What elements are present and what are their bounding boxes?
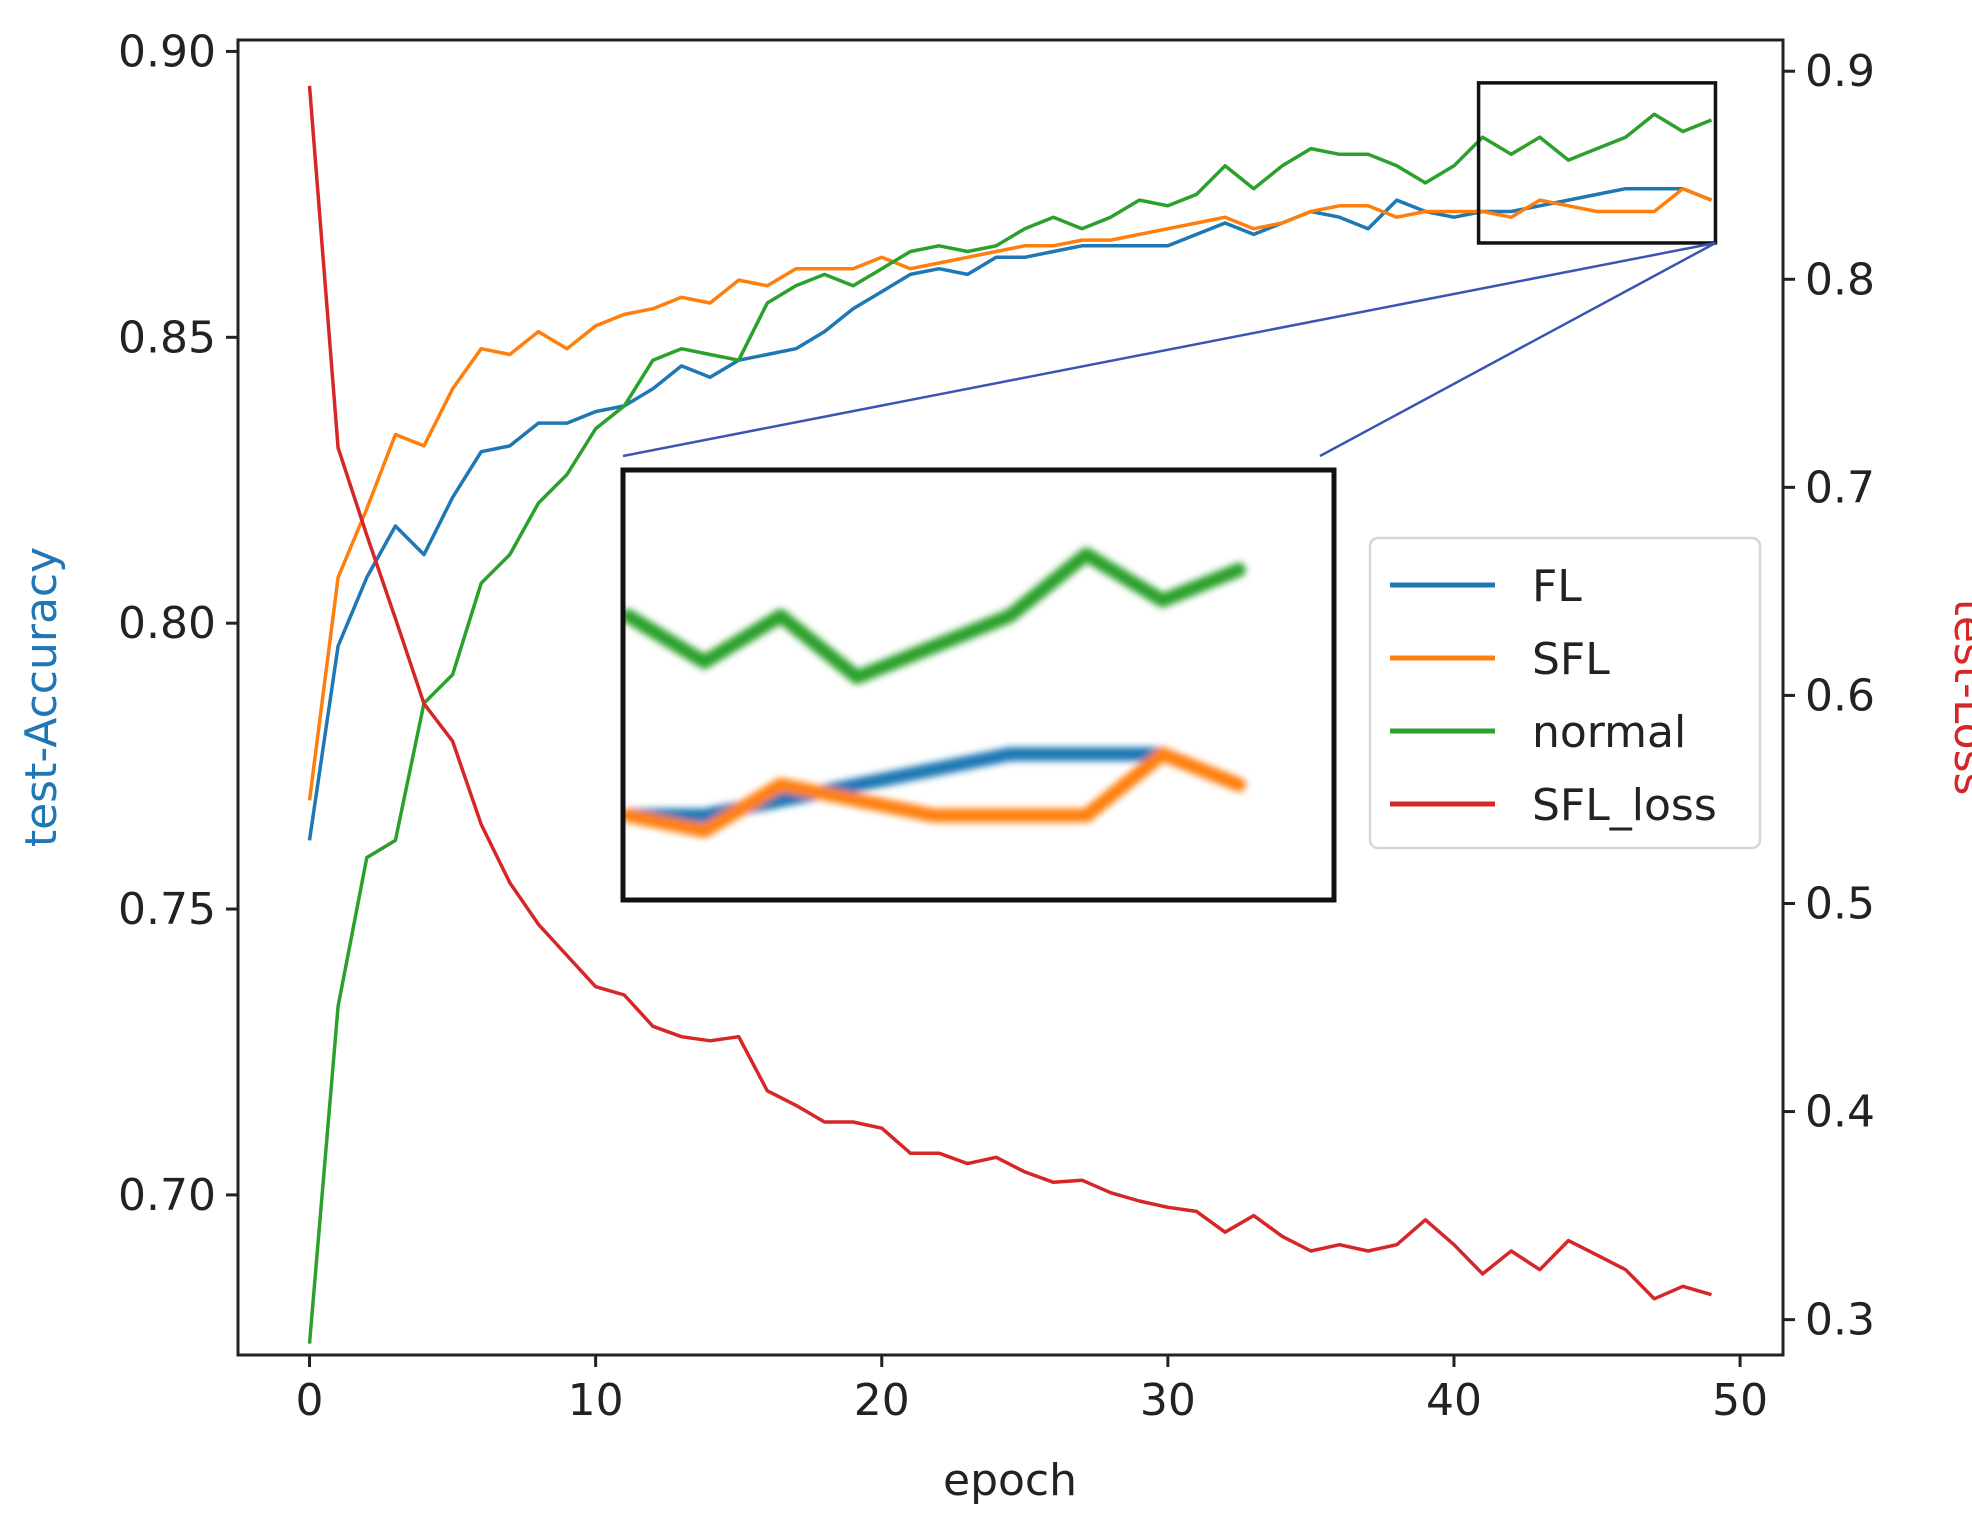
x-tick-label: 20 [854,1375,910,1426]
legend-label-sfl-loss: SFL_loss [1532,780,1717,831]
inset-frame [620,467,1337,903]
inset-background [623,470,1334,900]
x-tick-label: 30 [1140,1375,1196,1426]
y-left-tick-label: 0.90 [118,26,216,77]
legend-box [1368,536,1762,850]
y-left-tick-label: 0.80 [118,598,216,649]
series-line-sfl-loss [307,85,1712,1301]
y-right-tick-label: 0.9 [1805,46,1875,97]
legend: FL SFL normal SFL_loss [1368,536,1762,850]
inset-line-normal [623,547,1246,685]
zoom-connector [622,241,1716,458]
y-left-tick-label: 0.70 [118,1170,216,1221]
zoom-window [1476,81,1718,245]
x-tick-label: 10 [568,1375,624,1426]
legend-label-normal: normal [1532,707,1686,758]
zoom-layer [622,81,1718,458]
legend-label-fl: FL [1532,561,1582,612]
y-right-tick-label: 0.8 [1805,254,1875,305]
legend-label-sfl: SFL [1532,634,1610,685]
inset-line-sfl [623,747,1246,838]
zoom-connector [1319,241,1717,458]
y-right-tick-label: 0.3 [1805,1295,1875,1346]
y-left-tick-label: 0.75 [118,884,216,935]
x-axis-label: epoch [943,1455,1077,1506]
x-tick-label: 50 [1712,1375,1768,1426]
ticks-layer: 0 10 20 30 40 50 0.70 0.75 0.80 0.85 0.90 0.3 0.4 0.5… [118,26,1875,1426]
y-right-tick-label: 0.5 [1805,878,1875,929]
y-right-tick-label: 0.4 [1805,1087,1875,1138]
y-right-tick-label: 0.7 [1805,462,1875,513]
x-tick-label: 40 [1426,1375,1482,1426]
y-axis-left-label: test-Accuracy [16,547,67,847]
plot-frame [236,38,1785,1357]
y-right-tick-label: 0.6 [1805,670,1875,721]
inset-panel [620,467,1337,903]
y-axis-right-label: test-Loss [1944,599,1972,796]
inset-series [623,547,1246,838]
y-left-tick-label: 0.85 [118,312,216,363]
x-tick-label: 0 [296,1375,324,1426]
